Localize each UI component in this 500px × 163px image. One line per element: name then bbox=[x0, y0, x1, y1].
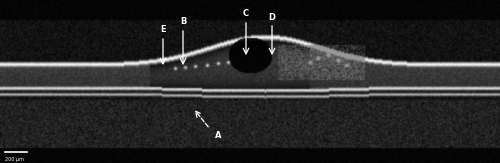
Text: 200 μm: 200 μm bbox=[5, 157, 24, 162]
Text: B: B bbox=[180, 17, 186, 27]
Text: E: E bbox=[160, 25, 166, 35]
Text: C: C bbox=[243, 9, 249, 18]
Text: D: D bbox=[268, 13, 276, 22]
Text: A: A bbox=[215, 131, 221, 140]
